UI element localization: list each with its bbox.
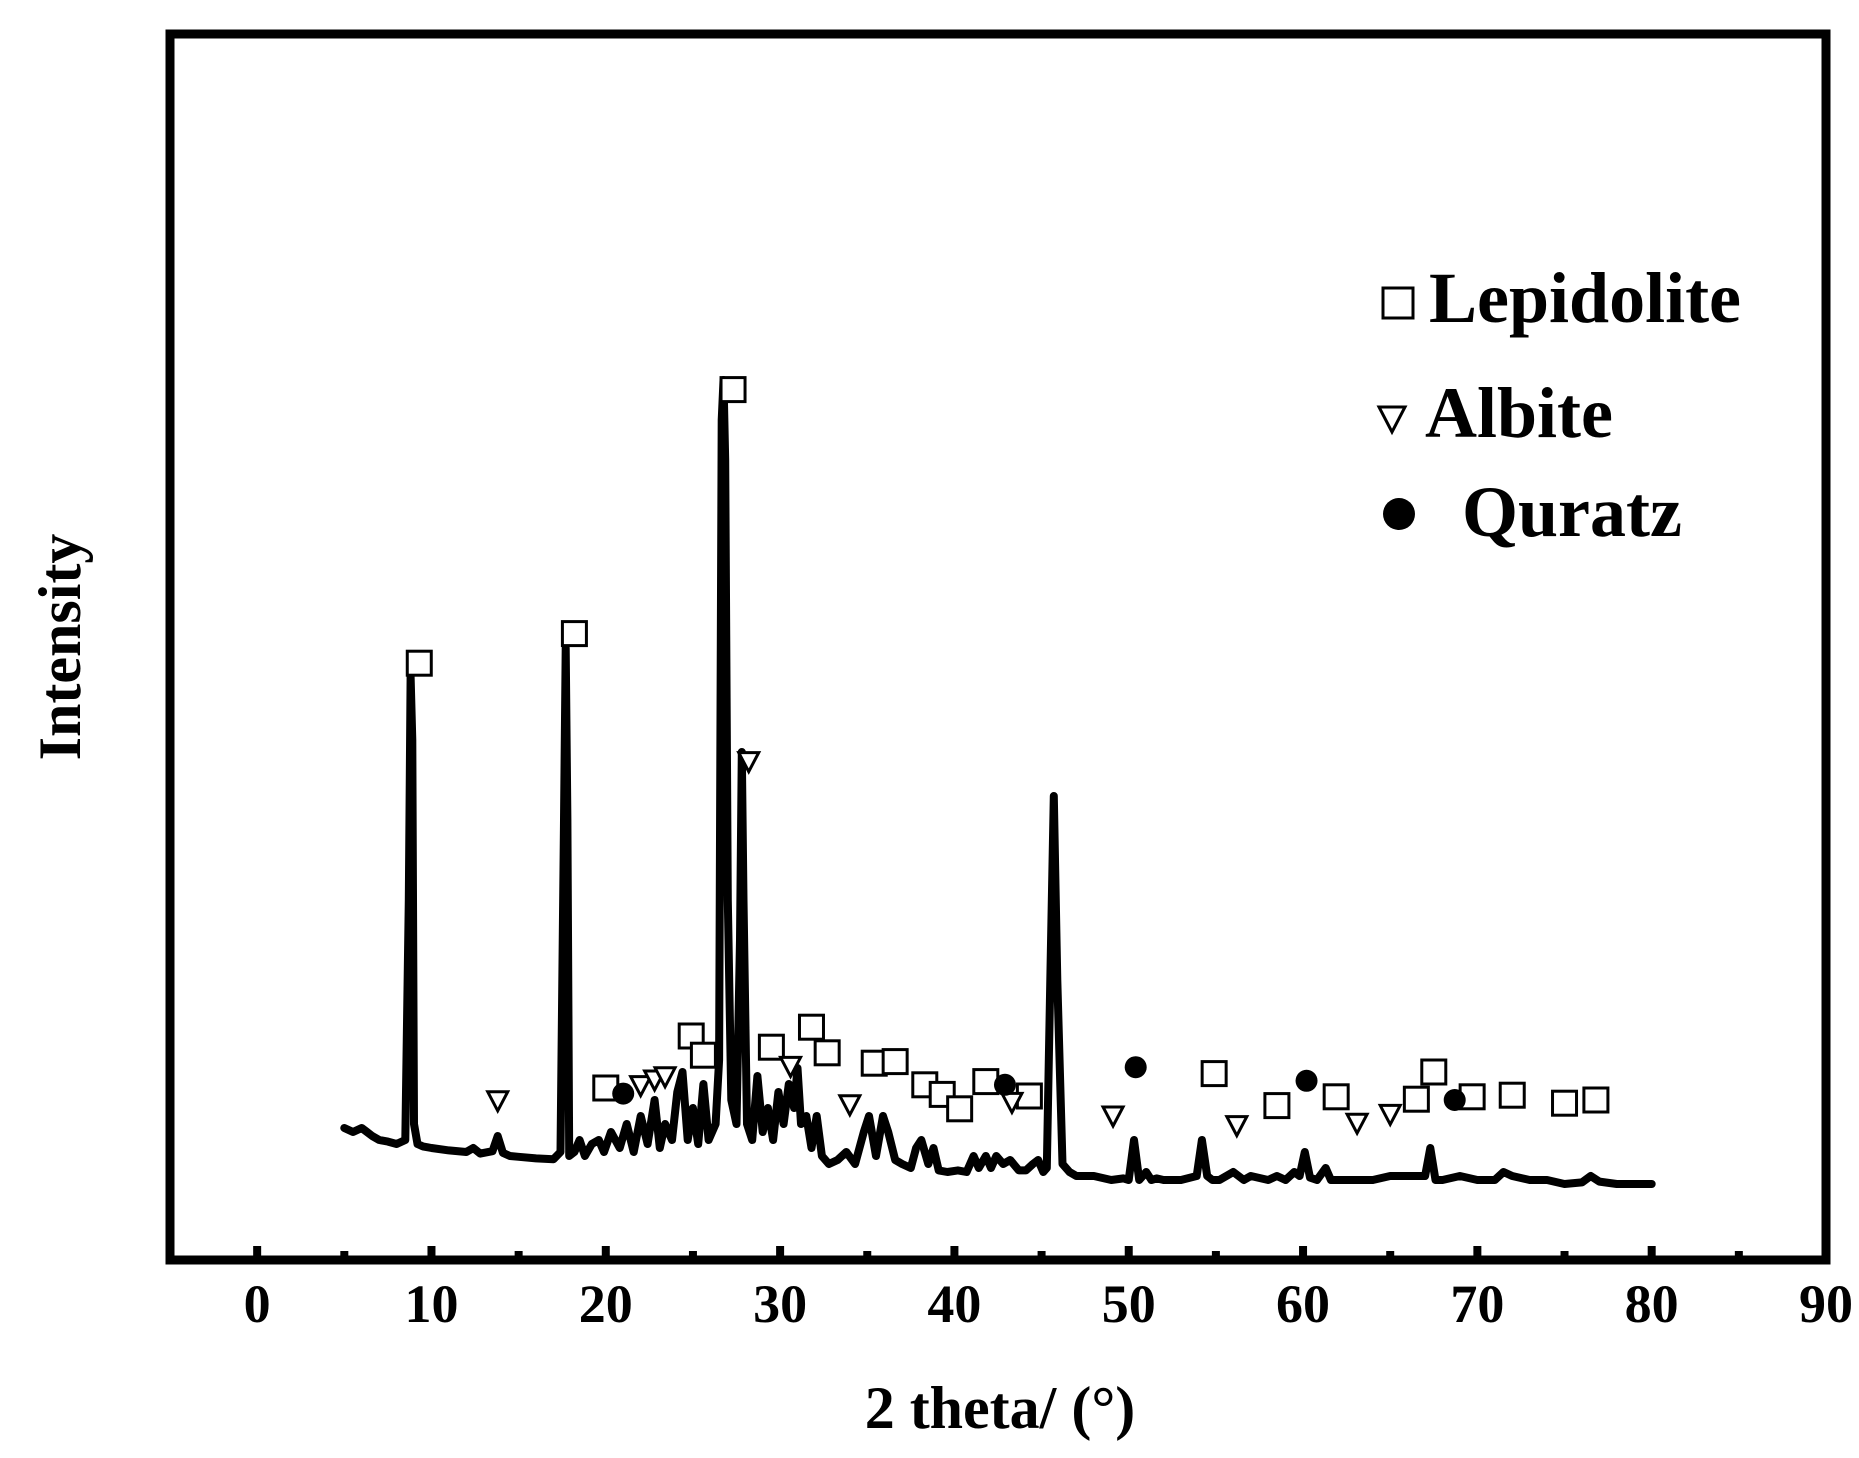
legend-item-albite: Albite [1376,373,1613,453]
legend: Lepidolite Albite Quratz [1376,258,1741,552]
marker-lepidolite-8 [813,1039,841,1067]
marker-lepidolite-12 [928,1080,956,1108]
legend-label-albite: Albite [1425,373,1613,453]
marker-albite-6 [837,1094,863,1119]
marker-albite-9 [1224,1115,1250,1139]
marker-lepidolite-2 [719,376,747,404]
marker-albite-0 [485,1090,511,1115]
marker-lepidolite-5 [689,1041,717,1069]
marker-lepidolite-16 [1200,1060,1228,1088]
x-tick-label-80: 80 [1625,1274,1679,1334]
marker-lepidolite-23 [1551,1089,1579,1117]
x-major-ticks [253,1246,1830,1260]
x-tick-label-30: 30 [753,1274,807,1334]
marker-lepidolite-18 [1322,1083,1350,1111]
marker-lepidolite-1 [560,620,588,648]
legend-label-lepidolite: Lepidolite [1429,258,1741,338]
marker-quratz-3 [1295,1069,1318,1092]
legend-label-quartz: Quratz [1462,472,1682,552]
x-tick-label-90: 90 [1799,1274,1853,1334]
marker-lepidolite-24 [1582,1086,1610,1114]
legend-marker-circle [1383,498,1415,530]
y-axis-title: Intensity [27,534,93,761]
marker-quratz-0 [612,1082,635,1105]
marker-lepidolite-6 [757,1033,785,1061]
marker-lepidolite-0 [405,649,433,677]
marker-albite-4 [736,751,762,775]
marker-lepidolite-14 [972,1068,1000,1096]
xrd-pattern-line [340,376,1656,1188]
legend-item-quartz: Quratz [1383,472,1682,552]
marker-albite-10 [1344,1112,1370,1137]
x-axis-title: 2 theta/ (°) [865,1375,1136,1441]
marker-quratz-1 [993,1073,1016,1096]
marker-quratz-4 [1443,1089,1466,1111]
marker-albite-3 [652,1066,678,1091]
x-tick-label-40: 40 [927,1274,981,1334]
x-tick-label-60: 60 [1276,1274,1330,1334]
marker-lepidolite-22 [1498,1081,1526,1109]
marker-albite-5 [778,1055,804,1080]
plot-frame [165,29,1831,1265]
x-tick-labels: 0 10 20 30 40 50 60 70 80 90 [244,1274,1853,1334]
marker-lepidolite-10 [881,1048,909,1076]
x-tick-label-20: 20 [579,1274,633,1334]
x-tick-label-70: 70 [1450,1274,1504,1334]
legend-marker-triangle [1376,405,1408,436]
marker-quratz-2 [1124,1056,1147,1079]
phase-markers [405,376,1610,1139]
x-minor-ticks [166,1251,1743,1260]
marker-albite-11 [1377,1103,1403,1128]
marker-albite-1 [628,1075,654,1099]
x-tick-label-10: 10 [404,1274,458,1334]
x-tick-label-50: 50 [1102,1274,1156,1334]
marker-lepidolite-13 [946,1095,974,1123]
legend-marker-square [1381,286,1415,320]
marker-lepidolite-20 [1420,1058,1448,1086]
marker-lepidolite-7 [797,1013,825,1041]
marker-lepidolite-19 [1402,1085,1430,1113]
legend-item-lepidolite: Lepidolite [1381,258,1741,338]
x-tick-label-0: 0 [244,1274,271,1334]
marker-albite-7 [999,1091,1025,1116]
marker-lepidolite-17 [1263,1092,1291,1120]
marker-albite-8 [1100,1105,1126,1130]
